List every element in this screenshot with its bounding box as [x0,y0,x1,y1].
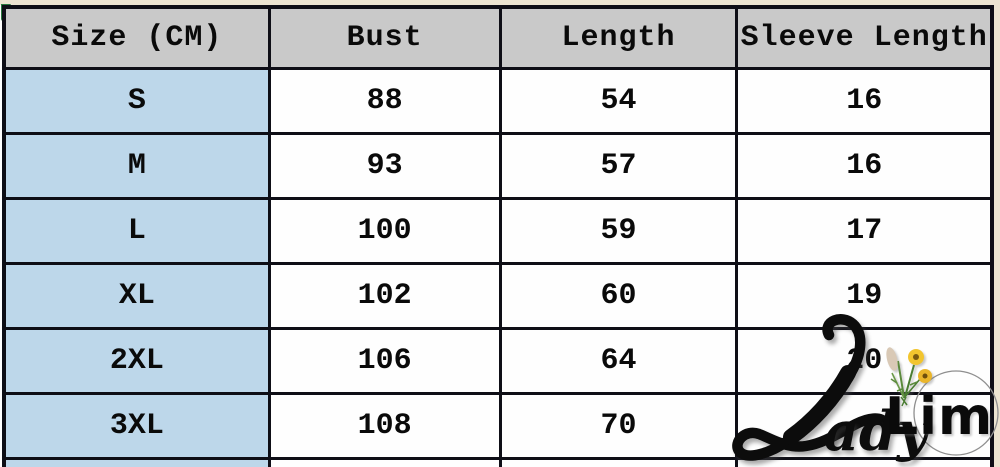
table-row: 3XL 108 70 [1,392,995,460]
header-row: Size (CM) Bust Length Sleeve Length [1,5,995,70]
header-cell-bust: Bust [267,5,502,70]
cell-length: 54 [498,67,739,135]
cell-bust: 106 [267,327,502,395]
cell-bust: 108 [267,392,502,460]
table-row: 2XL 106 64 20 [1,327,995,395]
cell-size: XL [1,262,271,330]
cell-size [1,457,271,467]
cell-bust: 88 [267,67,502,135]
cell-length: 70 [498,392,739,460]
cell-length: 59 [498,197,739,265]
cell-size: S [1,67,271,135]
cell-length: 60 [498,262,739,330]
cell-sleeve: 16 [735,67,995,135]
beige-frame-top [0,0,1000,5]
cell-size: 3XL [1,392,271,460]
cell-bust: 102 [267,262,502,330]
table-row: M 93 57 16 [1,132,995,200]
cell-bust: 100 [267,197,502,265]
cell-length: 57 [498,132,739,200]
cell-sleeve [735,457,995,467]
header-cell-length: Length [498,5,739,70]
header-cell-sleeve: Sleeve Length [735,5,995,70]
cell-bust [267,457,502,467]
cell-sleeve: 16 [735,132,995,200]
table-row-partial [1,457,995,467]
cell-length [498,457,739,467]
cell-bust: 93 [267,132,502,200]
cell-sleeve: 17 [735,197,995,265]
table-row: XL 102 60 19 [1,262,995,330]
cell-sleeve: 19 [735,262,995,330]
cell-size: 2XL [1,327,271,395]
table-row: L 100 59 17 [1,197,995,265]
cell-sleeve: 20 [735,327,995,395]
cell-length: 64 [498,327,739,395]
cell-size: L [1,197,271,265]
header-cell-size: Size (CM) [1,5,271,70]
table-row: S 88 54 16 [1,67,995,135]
cell-sleeve [735,392,995,460]
size-chart-table: Size (CM) Bust Length Sleeve Length S 88… [1,5,995,467]
cell-size: M [1,132,271,200]
beige-frame-right [994,0,1000,467]
